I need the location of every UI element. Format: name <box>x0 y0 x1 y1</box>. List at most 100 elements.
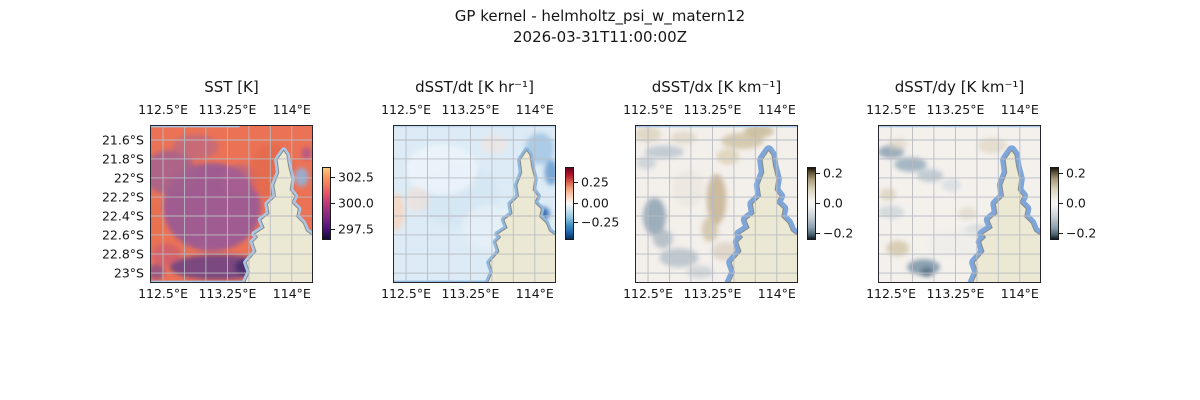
land-polygon <box>244 149 313 283</box>
colorbar-tick-label: 302.5 <box>338 169 374 185</box>
x-tick-label-bottom: 112.5°E <box>381 286 431 301</box>
colorbar-tick-label: 0.00 <box>581 195 609 211</box>
colorbar-tick <box>574 222 578 224</box>
map-3-svg <box>635 125 798 283</box>
map-content <box>635 125 798 283</box>
land-polygon <box>729 149 798 283</box>
x-tick-label-top: 113.25°E <box>926 102 985 117</box>
field-blob <box>687 265 714 279</box>
map-4-svg <box>878 125 1041 283</box>
x-tick-label-bottom: 112.5°E <box>866 286 916 301</box>
field-blob <box>917 169 944 182</box>
field-blob <box>150 197 165 249</box>
field-blob <box>643 197 666 236</box>
map-frame <box>635 125 798 283</box>
y-tick-label: 22.6°S <box>101 227 144 243</box>
coastal-edge-strip <box>150 125 240 128</box>
y-tick-label: 23°S <box>113 265 144 281</box>
colorbar-tick <box>1059 232 1063 234</box>
x-tick-label-bottom: 114°E <box>1000 286 1039 301</box>
field-blob <box>644 145 684 159</box>
field-blob <box>172 134 219 160</box>
field-blob <box>894 157 927 172</box>
figure-timestamp: 2026-03-31T11:00:00Z <box>513 28 687 46</box>
field-blob <box>706 173 727 225</box>
field-blob <box>406 186 429 212</box>
map-content <box>393 125 556 283</box>
field-blob <box>957 207 978 220</box>
land-polygon <box>972 149 1041 283</box>
field-blob <box>926 227 993 260</box>
colorbar-tick-label: 0.0 <box>823 195 843 211</box>
field-blob <box>716 148 740 165</box>
graticule-grid <box>150 125 313 283</box>
map-frame <box>393 125 556 283</box>
y-tick-label: 22.4°S <box>101 208 144 224</box>
ocean-field-blobs <box>393 132 556 283</box>
panel-title: SST [K] <box>204 78 259 96</box>
graticule-grid <box>393 125 556 283</box>
colorbar-tick-label: −0.2 <box>823 225 854 241</box>
map-content <box>878 125 1041 283</box>
colorbar-tick-label: −0.25 <box>581 214 620 230</box>
map-frame <box>150 125 313 283</box>
y-tick-label: 21.6°S <box>101 132 144 148</box>
field-blob <box>652 229 673 249</box>
x-tick-label-top: 114°E <box>757 102 796 117</box>
x-tick-label-top: 113.25°E <box>198 102 257 117</box>
x-tick-label-bottom: 112.5°E <box>138 286 188 301</box>
field-blob <box>977 137 1007 154</box>
x-tick-label-bottom: 113.25°E <box>198 286 257 301</box>
map-frame <box>878 125 1041 283</box>
colorbar-tick <box>331 177 335 179</box>
x-tick-label-bottom: 113.25°E <box>441 286 500 301</box>
coastal-edge-strip <box>393 280 556 283</box>
colorbar-tick <box>574 182 578 184</box>
colorbar-tick <box>816 202 820 204</box>
x-tick-label-bottom: 114°E <box>515 286 554 301</box>
land-polygon <box>487 149 556 283</box>
field-blob <box>941 178 962 192</box>
x-tick-label-top: 114°E <box>272 102 311 117</box>
colorbar <box>1050 167 1059 240</box>
field-blob <box>744 125 774 138</box>
map-1-svg <box>150 125 313 283</box>
colorbar-tick-label: 0.2 <box>823 165 843 181</box>
y-tick-label: 22.2°S <box>101 189 144 205</box>
colorbar-tick-label: 0.25 <box>581 174 609 190</box>
x-tick-label-top: 112.5°E <box>138 102 188 117</box>
coastal-edge-strip <box>635 125 798 128</box>
x-tick-label-bottom: 114°E <box>757 286 796 301</box>
x-tick-label-bottom: 112.5°E <box>623 286 673 301</box>
colorbar-tick <box>331 202 335 204</box>
map-2-svg <box>393 125 556 283</box>
field-blob <box>636 156 657 170</box>
panel-title: dSST/dt [K hr⁻¹] <box>415 78 534 96</box>
colorbar-tick <box>816 232 820 234</box>
colorbar-tick-label: −0.2 <box>1066 225 1097 241</box>
y-tick-label: 22°S <box>113 170 144 186</box>
colorbar <box>565 167 574 240</box>
y-tick-label: 22.8°S <box>101 246 144 262</box>
colorbar <box>807 167 816 240</box>
x-tick-label-bottom: 113.25°E <box>683 286 742 301</box>
x-tick-label-bottom: 114°E <box>272 286 311 301</box>
map-content <box>150 125 313 283</box>
colorbar-tick-label: 0.2 <box>1066 165 1086 181</box>
colorbar-tick-label: 0.0 <box>1066 195 1086 211</box>
x-tick-label-top: 113.25°E <box>683 102 742 117</box>
colorbar-tick <box>331 228 335 230</box>
coastal-edge-strip <box>393 125 556 128</box>
field-blob <box>301 147 312 160</box>
field-blob <box>481 134 508 154</box>
field-blob <box>406 143 478 195</box>
x-tick-label-bottom: 113.25°E <box>926 286 985 301</box>
y-tick-label: 21.8°S <box>101 151 144 167</box>
panel-title: dSST/dx [K km⁻¹] <box>651 78 782 96</box>
field-blob <box>150 264 165 280</box>
field-blob <box>295 167 309 187</box>
coastal-edge-strip <box>878 125 1041 128</box>
graticule-grid <box>878 125 1041 283</box>
x-tick-label-top: 112.5°E <box>866 102 916 117</box>
